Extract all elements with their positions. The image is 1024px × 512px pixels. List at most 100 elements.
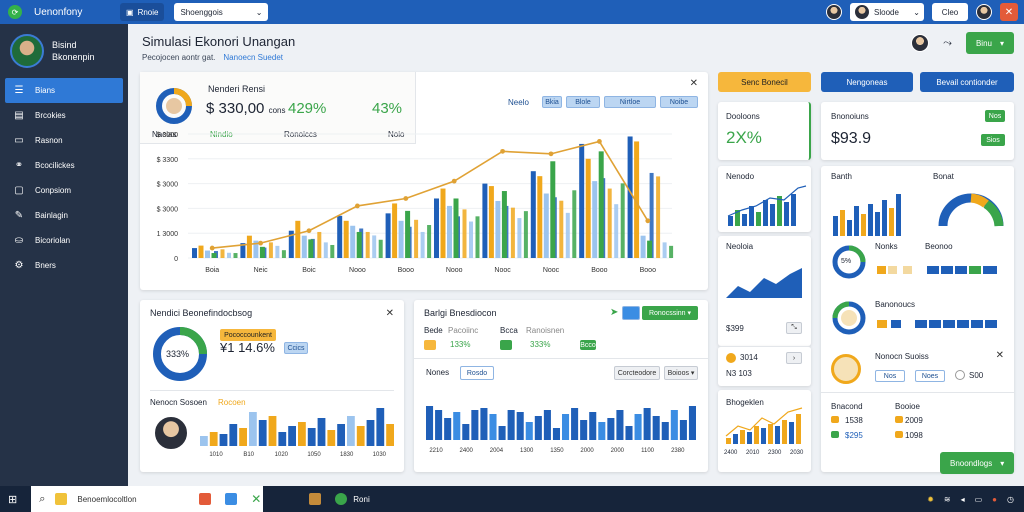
bottom-green-button[interactable]: Bnoondlogs ▾ — [940, 452, 1015, 474]
profile-name: Bisind — [52, 40, 77, 50]
chart-bar — [298, 422, 306, 446]
chart-bar — [278, 432, 287, 446]
chart-bar — [640, 235, 646, 258]
chart-bar — [598, 151, 604, 258]
right-row-bars-1 — [877, 266, 997, 274]
top-pill-button[interactable]: Cleo — [932, 3, 968, 21]
share-icon[interactable]: ⤳ — [943, 36, 952, 49]
chart-bar — [268, 416, 277, 446]
sidebar-item-5[interactable]: ✎ Bainlagin — [14, 210, 68, 221]
x-tick-label: Nooc — [543, 267, 560, 274]
tab-0[interactable]: Neelo — [508, 98, 529, 107]
chart-bar — [398, 220, 404, 258]
col2-marker — [500, 340, 512, 350]
mid-filter[interactable]: Rosdo — [460, 366, 494, 380]
windows-start-icon[interactable]: ⊞ — [8, 493, 18, 506]
sun-icon[interactable]: ✹ — [927, 494, 934, 504]
sidebar-item-0[interactable]: ☰ Bians — [5, 78, 123, 103]
close-icon[interactable]: ✕ — [995, 350, 1004, 361]
chart-bar — [662, 242, 667, 258]
close-icon[interactable]: ✕ — [1000, 3, 1018, 21]
chart-bar — [288, 426, 296, 446]
notification-icon[interactable]: ● — [992, 494, 998, 504]
chart-bar — [227, 252, 231, 258]
close-icon[interactable]: ✕ — [689, 78, 698, 89]
top-nav-button[interactable]: ▣ Rnoie — [120, 3, 165, 21]
blue-action-button-2[interactable]: Bevail contionder — [920, 72, 1014, 92]
col3-chip[interactable]: Bcco — [580, 340, 596, 350]
taskbar-search[interactable]: ⌕ Benoemlocoltlon — [31, 486, 264, 512]
legend-marker-2 — [895, 416, 903, 423]
tab-4[interactable]: Noibe — [660, 96, 698, 108]
x-tick-label: Booo — [640, 267, 656, 274]
right4-chip-1[interactable]: Nos — [875, 370, 905, 382]
header-action-button[interactable]: Binu ▾ — [965, 32, 1014, 54]
app-icon-red[interactable] — [199, 493, 212, 505]
col2-sub: Ranoisnen — [526, 326, 565, 335]
wifi-icon[interactable]: ≋ — [943, 494, 951, 504]
top-dropdown[interactable]: Shoenggois ⌄ — [174, 3, 269, 21]
app-icon-brown[interactable] — [309, 493, 322, 505]
clock-icon[interactable]: ◷ — [1007, 494, 1014, 504]
mid-toggle[interactable] — [622, 306, 640, 320]
app-icon-green[interactable]: ✕ — [251, 492, 262, 506]
expand-icon[interactable]: ⤡ — [786, 322, 802, 334]
stat-card-2-chip-1[interactable]: Nos — [985, 110, 1005, 122]
chart-bar — [440, 188, 446, 258]
avatar[interactable] — [826, 4, 842, 20]
chart-bar — [571, 408, 579, 440]
speaker-icon[interactable]: ◂ — [960, 494, 965, 504]
x-tick-label: Booo — [398, 267, 414, 274]
taskbar-app[interactable]: Roni — [335, 493, 370, 505]
right4-chip-2[interactable]: Noes — [915, 370, 945, 382]
chart-bar — [317, 231, 322, 258]
taskbar: ⊞ ⌕ Benoemlocoltlon ✕ Roni ✹ ≋ ◂ ▭ ● ◷ — [0, 486, 1024, 512]
chart-bar — [634, 141, 640, 258]
right5-value-4: 1098 — [905, 431, 923, 440]
sidebar-item-6[interactable]: ⛀ Bicoriolan — [14, 235, 71, 246]
mid-tab-left[interactable]: Nones — [426, 368, 450, 377]
chart-bar — [392, 203, 398, 258]
sidebar-item-2[interactable]: ▭ Rasnon — [14, 135, 63, 146]
battery-icon[interactable]: ▭ — [974, 494, 983, 504]
subtitle-link[interactable]: Nanoecn Suedet — [223, 53, 283, 62]
user-menu[interactable]: Sloode ⌄ — [850, 3, 924, 21]
trend-point — [403, 196, 409, 201]
trend-point — [306, 228, 312, 234]
avatar[interactable] — [976, 4, 992, 20]
tab-3[interactable]: Nirtloe — [604, 96, 656, 108]
chart-bar — [669, 245, 674, 258]
ring-chip[interactable]: Ccics — [284, 342, 308, 354]
avatar[interactable] — [911, 34, 930, 52]
sidebar-profile[interactable]: Bisind Bkonenpin — [0, 24, 128, 78]
mid-right-chip[interactable]: Ronocssinn ▾ — [642, 306, 698, 320]
blue-action-button[interactable]: Nengoneas — [821, 72, 913, 92]
chart-bar — [240, 243, 246, 258]
chart-bar — [482, 183, 488, 258]
right1-title-2: Bonat — [933, 172, 954, 181]
chart-bar — [295, 220, 301, 258]
list-icon: ☰ — [14, 85, 24, 96]
yellow-action-button[interactable]: Senc Bonecil — [718, 72, 811, 92]
chart-bar — [523, 211, 528, 258]
stat-card-2-chip-2[interactable]: Sios — [981, 134, 1005, 146]
tab-1[interactable]: Bkia — [542, 96, 562, 108]
axis-label-6-0: 2400 — [724, 450, 738, 456]
sidebar-item-3[interactable]: ⚭ Bcocilickes — [14, 160, 75, 171]
chart-bar — [627, 136, 633, 258]
close-icon[interactable]: ✕ — [385, 308, 394, 319]
mid-button-1[interactable]: Corcteodore — [614, 366, 660, 380]
chart-bar — [462, 424, 470, 440]
expand-icon[interactable]: › — [786, 352, 802, 364]
tab-2[interactable]: Blole — [566, 96, 600, 108]
radio-icon[interactable] — [955, 370, 965, 380]
mid-button-2[interactable]: Boioos ▾ — [664, 366, 698, 380]
stat-card-6: Bhogeklen 2400 2010 2300 2030 — [718, 390, 811, 472]
chart-bar — [585, 158, 591, 258]
sidebar-item-1[interactable]: ▤ Brcokies — [14, 110, 66, 121]
sidebar-item-7[interactable]: ⚙ Bners — [14, 260, 56, 271]
chart-bar — [229, 424, 238, 446]
chart-bar — [435, 410, 443, 440]
sidebar-item-4[interactable]: ▢ Conpsiom — [14, 185, 72, 196]
app-icon-blue[interactable] — [225, 493, 238, 505]
